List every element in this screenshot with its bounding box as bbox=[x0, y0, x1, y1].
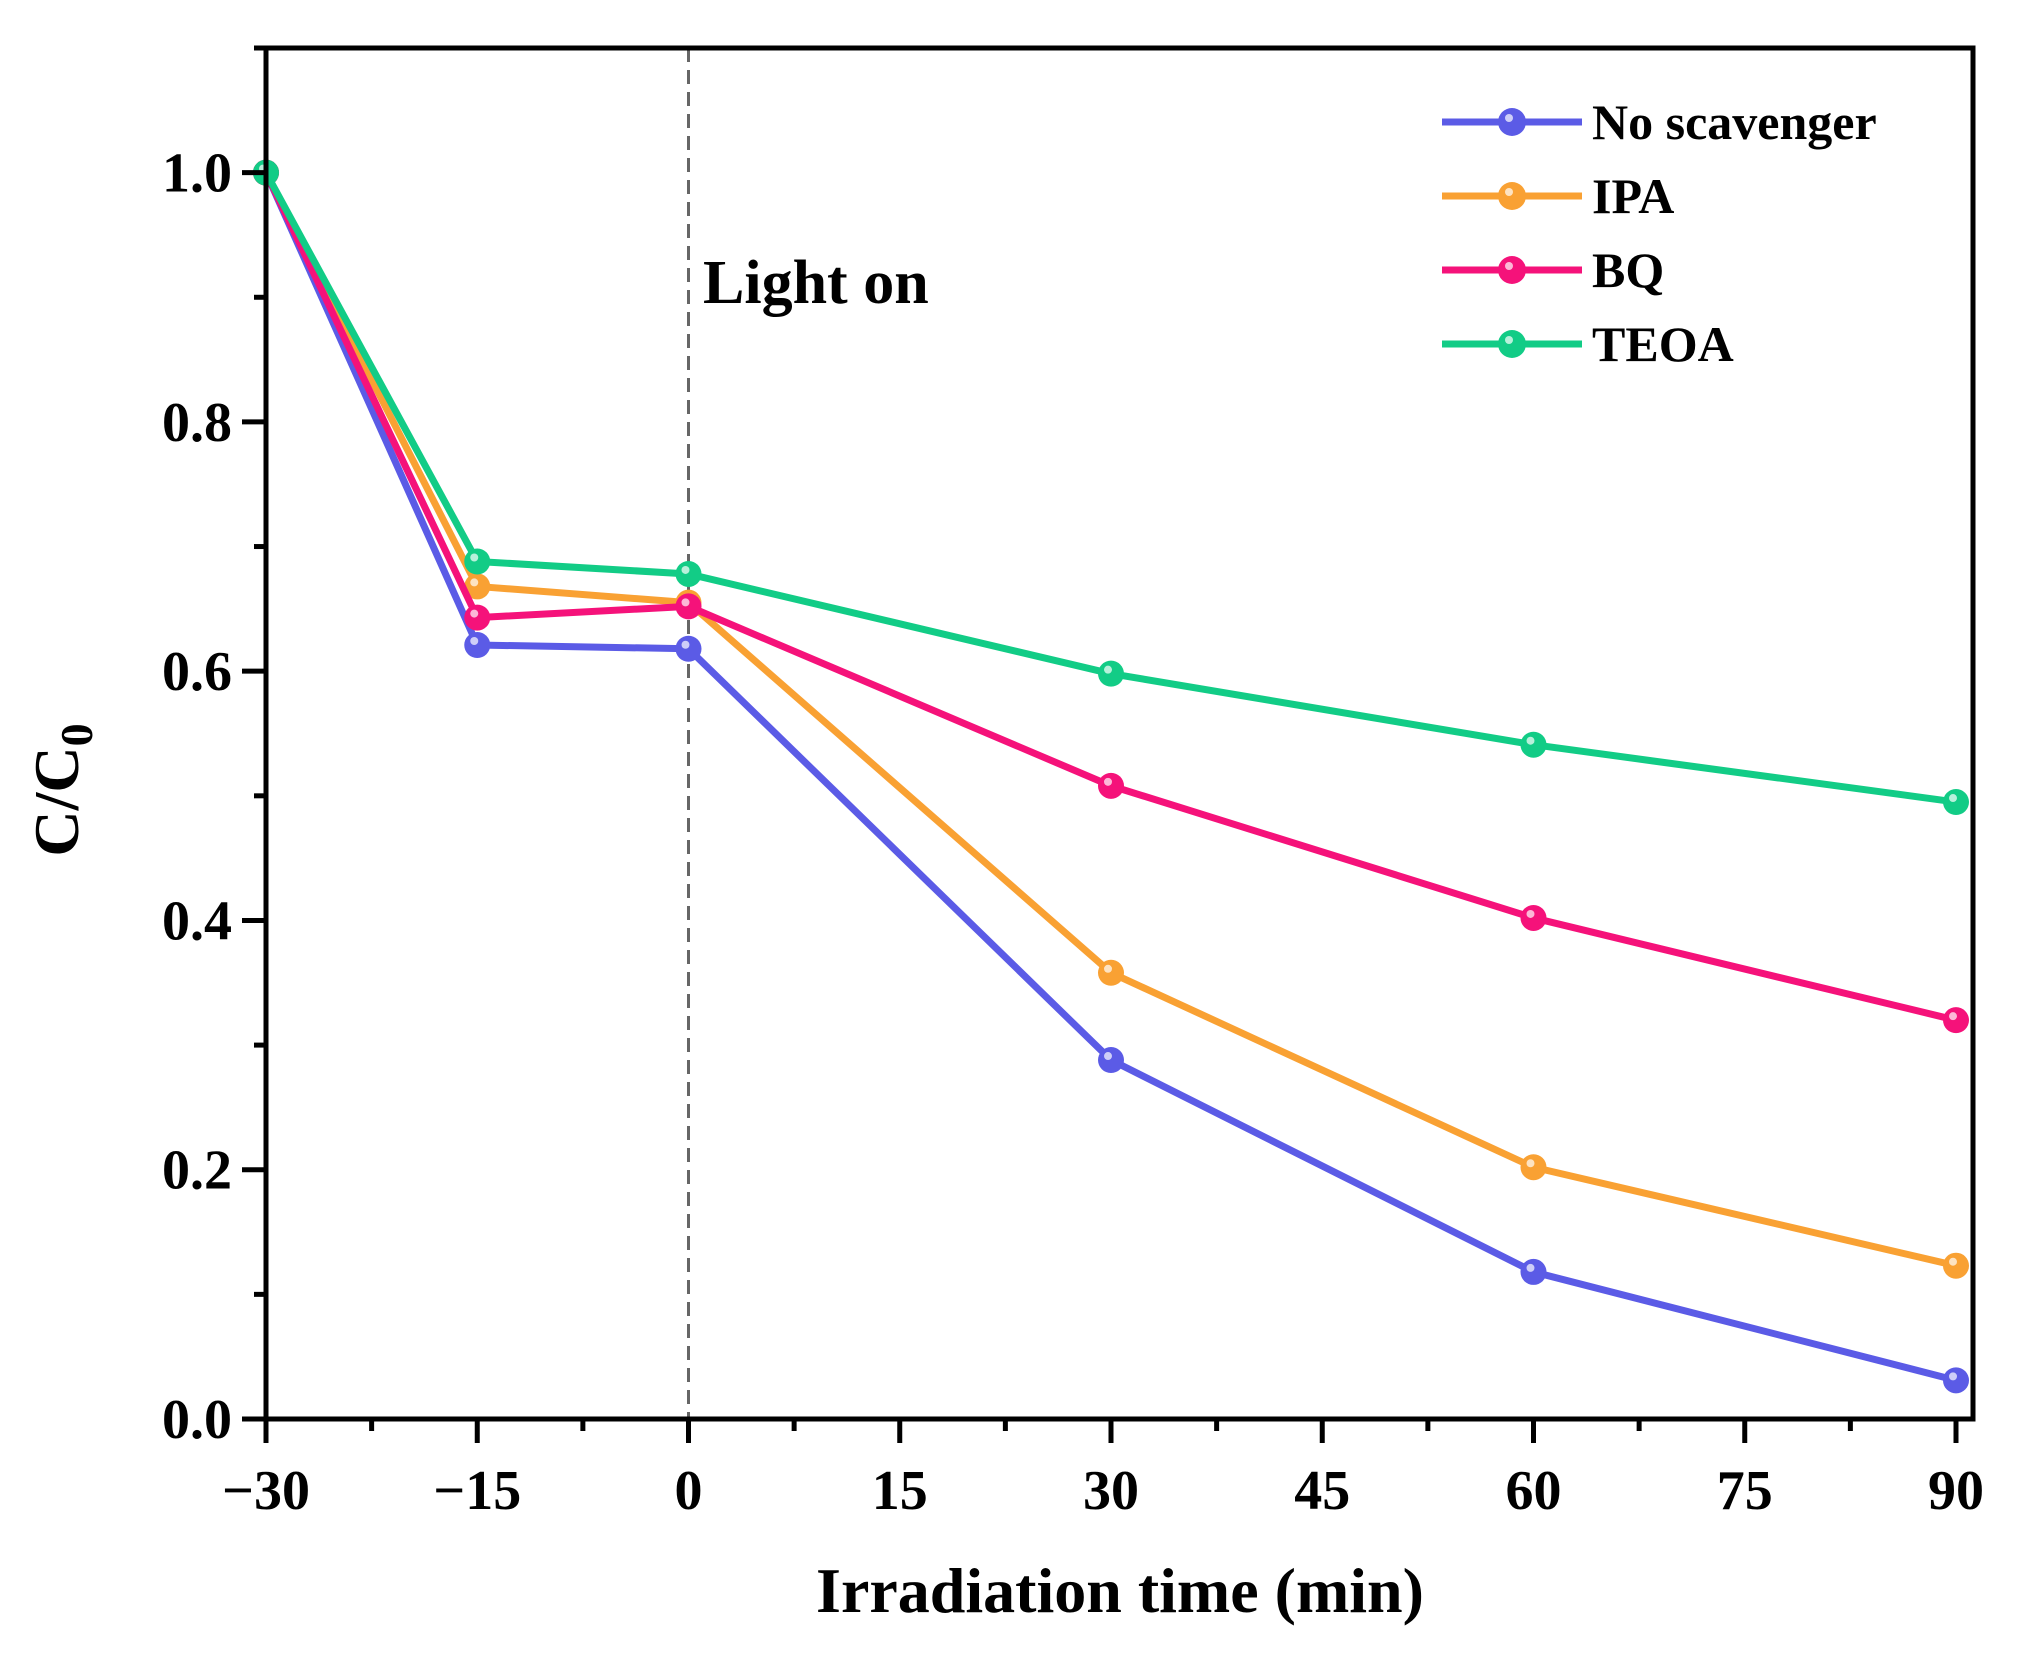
series-line bbox=[262, 171, 1957, 1024]
y-tick-label: 0.2 bbox=[162, 1140, 232, 1202]
data-point bbox=[1943, 1252, 1969, 1279]
series-line bbox=[262, 171, 1957, 1270]
data-point bbox=[464, 632, 491, 659]
data-point-highlight bbox=[681, 640, 690, 649]
data-point bbox=[1098, 660, 1124, 687]
data-point bbox=[464, 548, 491, 575]
x-tick-label: −15 bbox=[433, 1460, 521, 1522]
y-tick-label: 0.6 bbox=[162, 641, 232, 703]
data-point-highlight bbox=[1949, 1257, 1957, 1266]
y-axis-title: C/C0 bbox=[21, 723, 102, 856]
data-point-highlight bbox=[1526, 1263, 1535, 1272]
data-point bbox=[1520, 731, 1547, 758]
legend-label: No scavenger bbox=[1592, 94, 1877, 150]
y-axis-title-subscript: 0 bbox=[51, 723, 102, 746]
data-point bbox=[464, 604, 491, 631]
y-tick-label: 0.4 bbox=[162, 890, 232, 952]
data-point bbox=[675, 593, 702, 620]
data-point-highlight bbox=[470, 578, 479, 587]
plot-marks bbox=[253, 48, 1969, 1419]
data-point-highlight bbox=[1104, 964, 1112, 973]
series-line bbox=[262, 170, 1957, 806]
x-tick-label: 60 bbox=[1506, 1460, 1562, 1522]
data-point-highlight bbox=[1104, 777, 1112, 786]
x-tick-label: −30 bbox=[222, 1460, 310, 1522]
data-point-highlight bbox=[1104, 665, 1112, 674]
y-tick-label: 1.0 bbox=[162, 143, 232, 205]
x-tick-label: 15 bbox=[872, 1460, 928, 1522]
x-axis-title: Irradiation time (min) bbox=[816, 1555, 1424, 1626]
data-point-highlight bbox=[1104, 1052, 1112, 1061]
data-point-highlight bbox=[1949, 794, 1957, 803]
data-point bbox=[1098, 959, 1124, 986]
data-point-highlight bbox=[1526, 1159, 1535, 1168]
data-point bbox=[1943, 1007, 1969, 1034]
light-on-annotation: Light on bbox=[703, 249, 929, 317]
data-point-highlight bbox=[1949, 1372, 1957, 1381]
legend-marker-highlight bbox=[1505, 188, 1513, 196]
plot-frame bbox=[263, 45, 1976, 1422]
data-point-highlight bbox=[1526, 736, 1535, 745]
legend-item: IPA bbox=[1442, 168, 1674, 224]
legend-marker bbox=[1498, 256, 1526, 284]
series-no-scavenger bbox=[253, 159, 1969, 1394]
series-teoa bbox=[253, 159, 1969, 816]
data-point-highlight bbox=[681, 598, 690, 607]
data-point bbox=[1943, 1367, 1969, 1394]
data-point bbox=[1520, 1258, 1547, 1285]
legend: No scavenger IPA BQ TEOA bbox=[1442, 94, 1877, 372]
legend-item: BQ bbox=[1442, 242, 1664, 298]
series-bq bbox=[253, 159, 1969, 1034]
x-tick-label: 0 bbox=[675, 1460, 703, 1522]
data-point-highlight bbox=[1526, 909, 1535, 918]
data-point bbox=[1520, 904, 1547, 931]
data-point-highlight bbox=[681, 565, 690, 574]
data-point bbox=[675, 560, 702, 587]
x-tick-label: 75 bbox=[1717, 1460, 1773, 1522]
x-tick-label: 30 bbox=[1083, 1460, 1139, 1522]
data-point-highlight bbox=[470, 553, 479, 562]
legend-marker-highlight bbox=[1505, 262, 1513, 270]
y-axis-title-main: C/C bbox=[21, 746, 92, 856]
legend-marker bbox=[1498, 108, 1526, 136]
data-point-highlight bbox=[470, 609, 479, 618]
legend-marker-highlight bbox=[1505, 336, 1513, 344]
y-tick-label: 0.0 bbox=[162, 1389, 232, 1451]
data-point bbox=[1098, 772, 1124, 799]
legend-marker-highlight bbox=[1505, 114, 1513, 122]
data-point bbox=[675, 635, 702, 662]
series-line bbox=[262, 171, 1957, 1384]
data-point bbox=[1098, 1047, 1124, 1074]
x-tick-label: 45 bbox=[1294, 1460, 1350, 1522]
data-point bbox=[1520, 1154, 1547, 1181]
x-tick-label: 90 bbox=[1928, 1460, 1984, 1522]
data-point-highlight bbox=[1949, 1012, 1957, 1021]
data-point bbox=[1943, 789, 1969, 816]
legend-item: No scavenger bbox=[1442, 94, 1877, 150]
data-point-highlight bbox=[470, 637, 479, 646]
legend-marker bbox=[1498, 330, 1526, 358]
legend-label: IPA bbox=[1592, 168, 1674, 224]
y-tick-label: 0.8 bbox=[162, 392, 232, 454]
axes: −30 −15 0 15 30 45 60 75 90 0.0 0.2 0.4 0.6 0.8 1.0 bbox=[162, 45, 1984, 1522]
legend-marker bbox=[1498, 182, 1526, 210]
data-point bbox=[464, 573, 491, 600]
legend-label: BQ bbox=[1592, 242, 1664, 298]
legend-item: TEOA bbox=[1442, 316, 1734, 372]
legend-label: TEOA bbox=[1592, 316, 1734, 372]
